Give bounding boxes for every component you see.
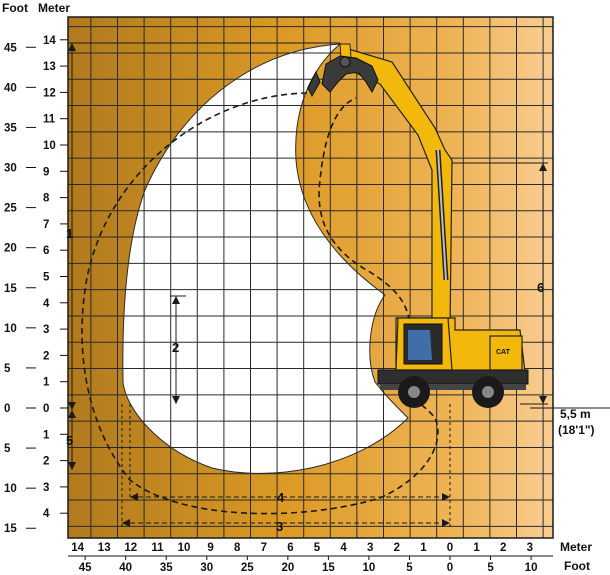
y-foot-tick-label: 25 [4, 203, 17, 215]
y-foot-tick-label: 5 [4, 443, 11, 455]
y-meter-tick-label: 7 [43, 219, 49, 231]
x-meter-tick-label: 3 [367, 542, 373, 554]
meter-axis-title: Meter [38, 1, 70, 15]
y-meter-tick-label: 2 [43, 350, 49, 362]
callout-3: 3 [276, 519, 283, 534]
y-foot-tick-label: 20 [4, 243, 17, 255]
y-meter-tick-label: 0 [43, 403, 49, 415]
arrowheads [68, 43, 547, 527]
callout-5: 5 [66, 433, 73, 448]
x-foot-tick-label: 10 [525, 562, 538, 574]
y-meter-tick-label: 4 [43, 298, 50, 310]
x-foot-tick-label: 35 [160, 562, 173, 574]
y-foot-tick-label: 15 [4, 283, 17, 295]
y-foot-tick-label: 15 [4, 523, 17, 535]
y-meter-tick-label: 6 [43, 245, 49, 257]
x-meter-tick-label: 2 [394, 542, 400, 554]
y-meter-tick-label: 11 [43, 114, 56, 126]
y-meter-tick-label: 4 [43, 508, 50, 520]
y-foot-tick-label: 10 [4, 483, 17, 495]
x-meter-tick-label: 0 [447, 542, 453, 554]
plot-border [67, 16, 554, 539]
dimensions [68, 42, 610, 527]
x-foot-tick-label: 15 [322, 562, 335, 574]
y-meter-tick-label: 13 [43, 61, 56, 73]
y-foot-tick-label: 45 [4, 42, 17, 54]
x-meter-tick-label: 1 [420, 542, 427, 554]
x-meter-tick-label: 6 [287, 542, 293, 554]
y-meter-tick-label: 3 [43, 324, 49, 336]
y-meter-tick-label: 9 [43, 166, 49, 178]
y-foot-tick-label: 35 [4, 122, 17, 134]
x-foot-tick-label: 30 [200, 562, 213, 574]
x-foot-ticks: 45 40 35 30 25 20 15 10 5 0 5 10 [79, 556, 538, 574]
y-meter-tick-label: 10 [43, 140, 56, 152]
y-meter-tick-label: 2 [43, 456, 49, 468]
x-foot-tick-label: 5 [406, 562, 413, 574]
x-meter-tick-label: 3 [527, 542, 533, 554]
x-meter-ticks: 14 13 12 11 10 9 8 7 6 5 4 3 2 1 0 1 2 3 [68, 542, 553, 557]
x-foot-tick-label: 0 [447, 562, 453, 574]
x-meter-tick-label: 12 [124, 542, 137, 554]
callout-6: 6 [537, 280, 544, 295]
x-meter-tick-label: 8 [234, 542, 241, 554]
material-handler-machine: CAT [307, 43, 529, 408]
y-meter-tick-label: 3 [43, 482, 49, 494]
x-meter-tick-label: 4 [340, 542, 347, 554]
meter-axis-title-x: Meter [560, 540, 592, 554]
x-meter-tick-label: 5 [314, 542, 321, 554]
y-foot-tick-label: 30 [4, 163, 17, 175]
x-meter-tick-label: 10 [178, 542, 191, 554]
x-meter-tick-label: 7 [261, 542, 267, 554]
y-meter-tick-label: 1 [43, 377, 50, 389]
reach-value-imperial: (18'1") [558, 423, 595, 437]
x-meter-tick-label: 1 [473, 542, 480, 554]
x-foot-tick-label: 45 [79, 562, 92, 574]
x-foot-tick-label: 5 [487, 562, 494, 574]
y-foot-tick-label: 10 [4, 323, 17, 335]
x-foot-tick-label: 40 [119, 562, 132, 574]
reach-value: 5,5 m [560, 407, 591, 421]
callout-2: 2 [172, 340, 179, 355]
foot-axis-title: Foot [2, 1, 28, 15]
callout-1: 1 [66, 226, 73, 241]
x-meter-tick-label: 9 [207, 542, 213, 554]
working-envelope [122, 43, 409, 474]
x-foot-tick-label: 25 [241, 562, 254, 574]
x-meter-tick-label: 11 [151, 542, 164, 554]
y-meter-tick-label: 12 [43, 87, 56, 99]
x-foot-tick-label: 20 [281, 562, 294, 574]
callout-4: 4 [277, 490, 285, 505]
y-foot-tick-label: 0 [4, 403, 10, 415]
x-meter-tick-label: 2 [500, 542, 506, 554]
x-foot-tick-label: 10 [363, 562, 376, 574]
y-meter-tick-label: 5 [43, 272, 50, 284]
y-foot-tick-label: 40 [4, 82, 17, 94]
y-meter-tick-label: 1 [43, 429, 50, 441]
y-foot-tick-label: 5 [4, 363, 11, 375]
x-meter-tick-label: 14 [71, 542, 84, 554]
foot-axis-title-x: Foot [564, 559, 590, 573]
y-meter-tick-label: 8 [43, 193, 50, 205]
machine-badge: CAT [496, 349, 511, 356]
y-meter-tick-label: 14 [43, 35, 56, 47]
y-foot-ticks: 45 40 35 30 25 20 15 10 5 0 5 10 15 [4, 42, 36, 535]
x-meter-tick-label: 13 [98, 542, 111, 554]
dashed-reach-curve [81, 92, 439, 515]
